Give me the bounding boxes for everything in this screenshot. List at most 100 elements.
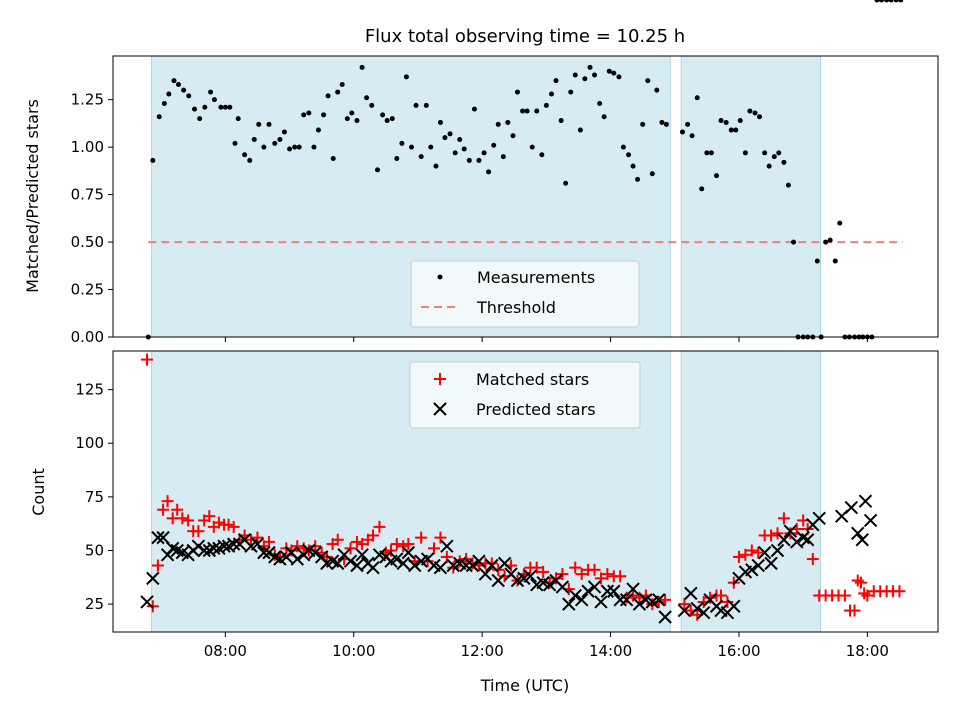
predicted-point	[745, 563, 759, 577]
matched-point	[227, 520, 240, 533]
measurement-point	[266, 121, 272, 127]
matched-point	[141, 353, 154, 366]
measurement-point	[663, 121, 669, 127]
matched-point	[575, 568, 588, 581]
matched-point	[765, 529, 778, 542]
chart-title: Flux total observing time = 10.25 h	[365, 26, 685, 47]
predicted-point	[262, 545, 276, 560]
predicted-point	[191, 539, 206, 553]
measurement-point	[301, 112, 307, 118]
measurement-point	[281, 129, 287, 135]
measurement-point	[601, 114, 607, 120]
measurement-point	[635, 176, 641, 182]
measurement-point	[181, 87, 187, 93]
bottom-y-axis-ticks: 25 50 75 100 125	[75, 381, 113, 613]
matched-point	[854, 576, 867, 589]
legend-matched-marker	[434, 373, 446, 385]
predicted-point	[587, 580, 602, 594]
top-panel: 0.00 0.25 0.50 0.75 1.00 1.25 Matched/Predict…	[23, 0, 939, 346]
measurement-point	[394, 156, 400, 162]
measurement-point	[403, 74, 409, 80]
x-tick-label: 18:00	[846, 642, 889, 660]
measurement-point	[335, 89, 341, 95]
measurement-point	[766, 163, 772, 169]
measurement-point	[568, 89, 574, 95]
measurement-point	[572, 72, 578, 78]
matched-point	[331, 533, 344, 546]
measurement-point	[606, 68, 612, 74]
measurement-point	[292, 144, 298, 150]
measurement-point	[645, 78, 651, 84]
matched-point	[212, 516, 225, 529]
matched-point	[627, 589, 640, 602]
predicted-point	[574, 593, 589, 607]
x-tick-label: 14:00	[589, 642, 632, 660]
measurement-point	[649, 171, 655, 177]
predicted-stars-series	[140, 494, 878, 624]
measurement-point	[640, 121, 646, 127]
predicted-point	[390, 552, 404, 566]
matched-point	[421, 555, 434, 568]
measurement-point	[461, 146, 467, 152]
measurement-point	[898, 0, 904, 3]
predicted-point	[308, 545, 322, 560]
y-tick-label: 75	[85, 488, 104, 506]
predicted-point	[613, 593, 627, 607]
measurement-point	[359, 64, 365, 70]
measurement-point	[699, 186, 705, 192]
matched-point	[601, 568, 614, 581]
matched-point	[848, 604, 861, 617]
matched-point	[752, 546, 765, 559]
predicted-point	[491, 573, 505, 588]
measurement-point	[380, 112, 386, 118]
predicted-point	[355, 548, 369, 562]
matched-point	[157, 503, 170, 516]
predicted-point	[542, 578, 557, 592]
y-tick-label: 1.25	[71, 91, 104, 109]
measurement-point	[587, 64, 593, 70]
matched-point	[771, 527, 784, 540]
matched-point	[678, 598, 691, 611]
measurement-point	[339, 81, 345, 87]
measurement-point	[837, 220, 843, 226]
x-axis-label: Time (UTC)	[480, 676, 569, 695]
measurement-point	[814, 258, 820, 264]
matched-point	[556, 568, 569, 581]
measurement-point	[500, 154, 506, 160]
y-tick-label: 0.75	[71, 186, 104, 204]
matched-point	[549, 572, 562, 585]
measurement-point	[728, 127, 734, 133]
measurement-point	[762, 150, 768, 156]
matched-point	[182, 514, 195, 527]
measurement-point	[486, 169, 492, 175]
predicted-point	[652, 593, 666, 607]
measurement-point	[874, 0, 880, 3]
measurement-point	[208, 89, 214, 95]
measurement-point	[211, 97, 217, 103]
measurement-point	[733, 127, 739, 133]
matched-point	[151, 559, 164, 572]
x-tick-label: 16:00	[717, 642, 760, 660]
measurement-point	[364, 95, 370, 101]
predicted-point	[343, 554, 358, 568]
matched-point	[732, 550, 745, 563]
y-tick-label: 25	[85, 595, 104, 613]
measurement-point	[256, 121, 262, 127]
predicted-point	[485, 558, 499, 573]
measurement-point	[433, 163, 439, 169]
measurement-point	[277, 137, 283, 143]
measurement-point	[481, 150, 487, 156]
measurement-point	[694, 95, 700, 101]
measurement-point	[389, 116, 395, 122]
measurement-point	[791, 239, 797, 245]
matched-point	[146, 600, 159, 613]
measurement-point	[235, 116, 241, 122]
predicted-point	[863, 513, 878, 528]
measurement-point	[466, 157, 472, 163]
predicted-point	[140, 595, 154, 609]
matched-point	[222, 518, 235, 531]
matched-point	[453, 555, 466, 568]
measurement-point	[737, 118, 743, 124]
measurement-point	[192, 106, 198, 112]
measurement-point	[287, 146, 293, 152]
